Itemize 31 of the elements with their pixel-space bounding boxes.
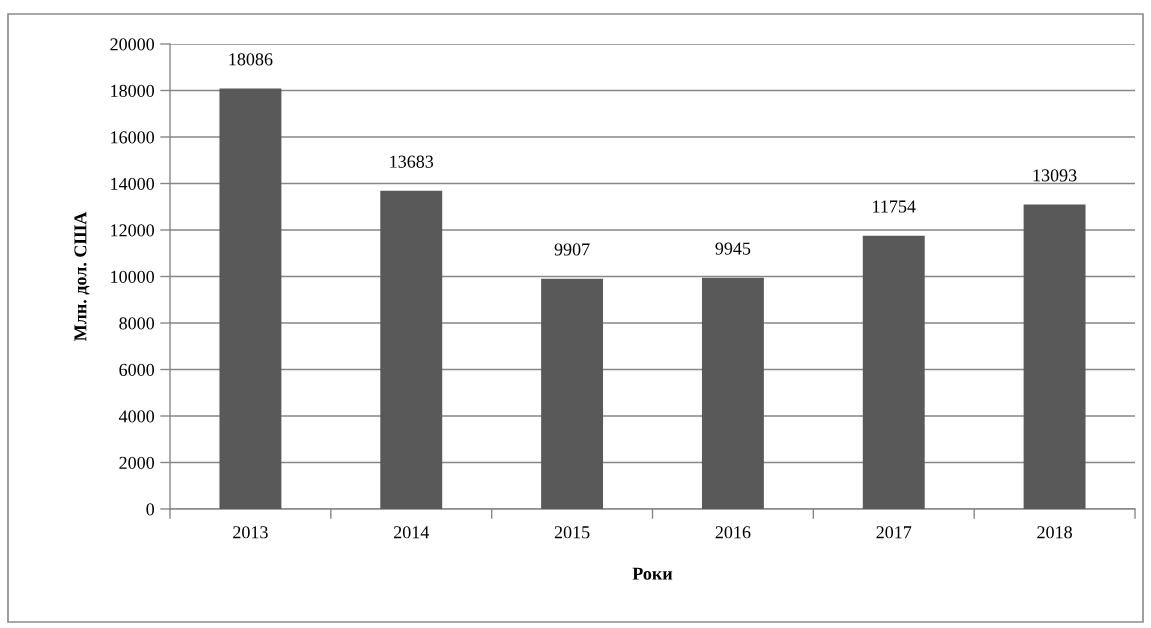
y-axis-title: Млн. дол. США	[74, 211, 90, 341]
y-tick-label: 16000	[111, 131, 155, 144]
data-label: 13683	[390, 155, 434, 168]
x-tick-label: 2016	[715, 526, 751, 539]
bar	[862, 235, 925, 509]
y-tick-label: 6000	[119, 363, 155, 376]
data-label: 18086	[229, 53, 273, 66]
data-label: 11754	[873, 200, 916, 213]
y-tick-label: 2000	[119, 456, 155, 469]
y-tick-label: 12000	[111, 224, 155, 237]
bar	[380, 190, 443, 509]
y-tick-label: 8000	[119, 317, 155, 330]
x-tick-label: 2017	[876, 526, 912, 539]
data-label: 9945	[715, 242, 751, 255]
x-tick-label: 2015	[554, 526, 590, 539]
bar	[541, 278, 604, 509]
bar	[701, 277, 764, 509]
x-axis-title: Роки	[632, 567, 673, 580]
x-tick-label: 2013	[233, 526, 268, 539]
y-tick-label: 0	[146, 503, 155, 516]
y-tick-label: 14000	[111, 177, 155, 190]
data-label: 13093	[1033, 169, 1077, 182]
y-tick-label: 20000	[110, 38, 155, 51]
x-tick-label: 2014	[393, 526, 430, 539]
data-label: 9907	[554, 243, 590, 256]
y-tick-label: 10000	[111, 270, 155, 283]
y-tick-label: 4000	[118, 410, 155, 423]
y-tick-label: 18000	[111, 84, 155, 97]
bar	[1023, 204, 1086, 509]
bar	[219, 88, 282, 509]
x-tick-label: 2018	[1037, 526, 1072, 539]
